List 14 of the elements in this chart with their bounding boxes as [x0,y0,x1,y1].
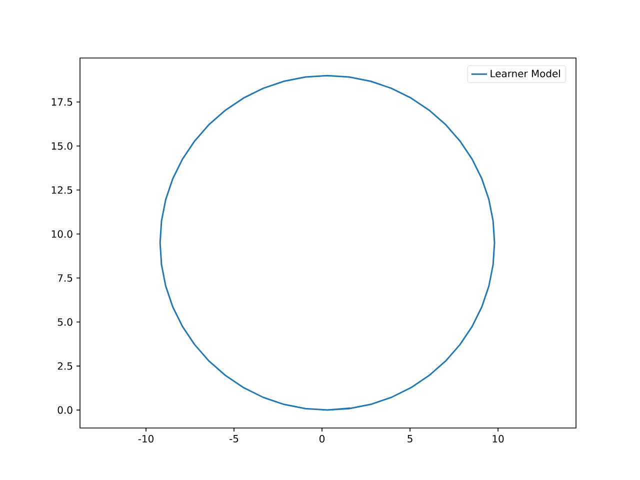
y-tick-label: 2.5 [58,362,72,370]
x-tick-label: 5 [408,435,412,442]
x-tick-label: -5 [230,435,238,442]
x-tick-label: -10 [138,435,154,443]
legend-label: Learner Model [490,70,560,78]
y-tick-label: 15.0 [52,142,72,150]
y-tick-label: 7.5 [58,274,72,282]
y-tick-label: 5.0 [58,318,72,326]
x-tick-label: 10 [492,435,504,443]
y-tick-label: 12.5 [52,186,72,194]
y-tick-label: 17.5 [52,98,72,106]
y-tick-label: 0.0 [58,406,72,414]
y-tick-label: 10.0 [52,230,72,238]
x-tick-label: 0 [320,435,325,443]
